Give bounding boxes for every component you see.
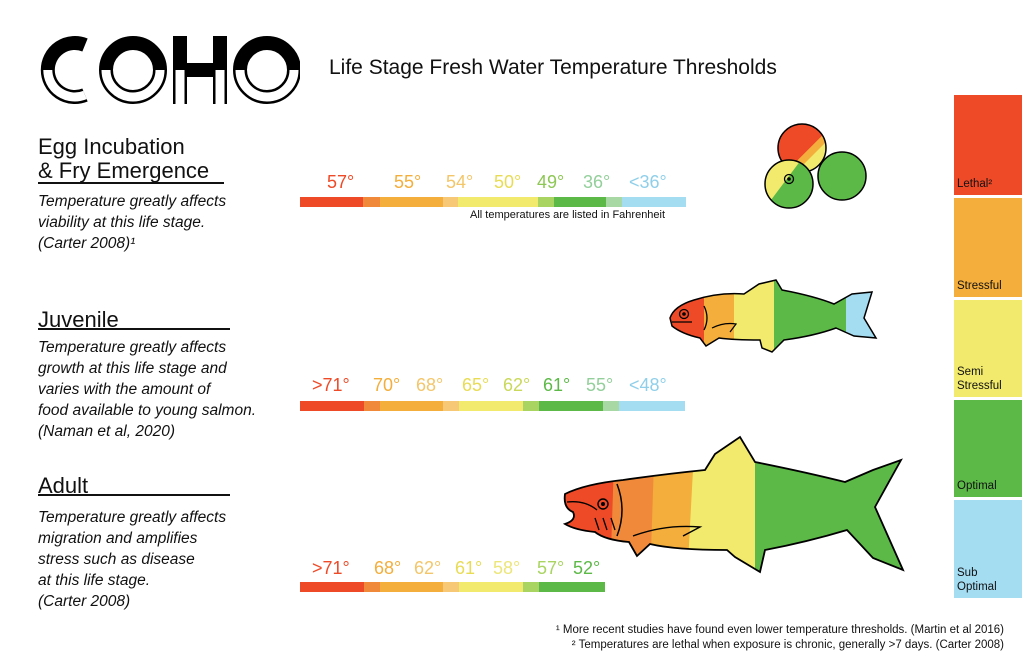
desc-line: (Carter 2008) — [38, 593, 131, 610]
desc-line: varies with the amount of — [38, 381, 211, 398]
temp-label: 55° — [394, 172, 422, 192]
bar-segment-semi-stressful — [458, 197, 538, 207]
juvenile-threshold-bar — [300, 401, 685, 411]
temp-label: 65° — [462, 375, 490, 395]
temp-label: 55° — [586, 375, 614, 395]
legend-label-line: Sub — [957, 567, 978, 579]
bar-segment-transition — [364, 582, 380, 592]
desc-line: at this life stage. — [38, 572, 151, 589]
desc-line: migration and amplifies — [38, 530, 198, 547]
desc-line: Temperature greatly affects — [38, 509, 227, 526]
juvenile-title: Juvenile — [38, 307, 119, 332]
temp-label: 68° — [374, 558, 402, 578]
desc-line: viability at this life stage. — [38, 214, 206, 231]
egg-threshold-bar — [300, 197, 686, 207]
legend-label: Sub Optimal — [957, 566, 997, 594]
bar-segment-transition — [523, 582, 539, 592]
legend-sub-optimal: Sub Optimal — [954, 500, 1022, 598]
temp-label: 62° — [414, 558, 442, 578]
temp-label: <48° — [629, 375, 667, 395]
salmon-eggs-illustration — [764, 123, 867, 209]
legend-label: Lethal² — [957, 178, 993, 190]
temp-label: 61° — [543, 375, 571, 395]
temp-label: 49° — [537, 172, 565, 192]
adult-salmon-illustration — [562, 435, 905, 574]
footnote-1: ¹ More recent studies have found even lo… — [555, 624, 1004, 636]
adult-temp-labels: >71° 68° 62° 61° 58° 57° 52° — [0, 558, 700, 580]
temp-label: 68° — [416, 375, 444, 395]
desc-line: (Naman et al, 2020) — [38, 423, 175, 440]
legend-semi-stressful: Semi Stressful — [954, 300, 1022, 397]
adult-threshold-bar — [300, 582, 605, 592]
bar-segment-lethal — [300, 197, 363, 207]
temp-label: 50° — [494, 172, 522, 192]
bar-segment-stressful — [380, 197, 443, 207]
egg-temp-labels: 57° 55° 54° 50° 49° 36° <36° — [0, 172, 700, 194]
adult-title: Adult — [38, 473, 89, 498]
legend-lethal: Lethal² — [954, 95, 1022, 195]
coho-logo — [40, 36, 300, 104]
desc-line: food available to young salmon. — [38, 402, 257, 419]
bar-segment-optimal — [554, 197, 606, 207]
temp-label: 58° — [493, 558, 521, 578]
bar-segment-optimal — [539, 582, 605, 592]
fahrenheit-note: All temperatures are listed in Fahrenhei… — [470, 209, 666, 221]
legend-label-line: Semi — [957, 366, 984, 378]
egg-title-line1: Egg Incubation — [38, 134, 185, 159]
bar-segment-lethal — [300, 582, 364, 592]
temp-label: 62° — [503, 375, 531, 395]
bar-segment-semi-stressful — [459, 582, 523, 592]
juvenile-description: Temperature greatly affects growth at th… — [38, 337, 256, 442]
bar-segment-sub-optimal — [619, 401, 685, 411]
temp-label: 70° — [373, 375, 401, 395]
footnote-2: ² Temperatures are lethal when exposure … — [571, 639, 1004, 651]
desc-line: (Carter 2008)¹ — [38, 235, 136, 252]
desc-line: Temperature greatly affects — [38, 339, 227, 356]
bar-segment-semi-stressful — [459, 401, 523, 411]
temp-label: 57° — [537, 558, 565, 578]
bar-segment-transition — [443, 582, 459, 592]
legend-stressful: Stressful — [954, 198, 1022, 297]
adult-title-underline — [38, 494, 230, 496]
legend-label: Semi Stressful — [957, 365, 1002, 393]
bar-segment-stressful — [380, 401, 443, 411]
legend-label: Stressful — [957, 280, 1002, 292]
bar-segment-transition — [443, 197, 458, 207]
temp-label: 57° — [327, 172, 355, 192]
bar-segment-sub-optimal — [622, 197, 686, 207]
bar-segment-transition — [606, 197, 622, 207]
temp-label: >71° — [312, 375, 350, 395]
legend-optimal: Optimal — [954, 400, 1022, 497]
legend-label-line: Optimal — [957, 581, 997, 593]
temp-label: 54° — [446, 172, 474, 192]
bar-segment-transition — [363, 197, 380, 207]
bar-segment-transition — [603, 401, 619, 411]
page-subtitle: Life Stage Fresh Water Temperature Thres… — [329, 56, 777, 79]
desc-line: growth at this life stage and — [38, 360, 227, 377]
egg-title-underline — [38, 182, 224, 184]
legend-label: Optimal — [957, 480, 997, 492]
desc-line: stress such as disease — [38, 551, 195, 568]
juvenile-salmon-illustration — [669, 279, 878, 353]
temp-label: 61° — [455, 558, 483, 578]
adult-description: Temperature greatly affects migration an… — [38, 507, 226, 612]
bar-segment-transition — [523, 401, 539, 411]
temp-label: 52° — [573, 558, 601, 578]
legend-label-line: Stressful — [957, 380, 1002, 392]
bar-segment-transition — [364, 401, 380, 411]
bar-segment-lethal — [300, 401, 364, 411]
desc-line: Temperature greatly affects — [38, 193, 227, 210]
juvenile-title-underline — [38, 328, 230, 330]
bar-segment-optimal — [539, 401, 603, 411]
bar-segment-stressful — [380, 582, 443, 592]
egg-title-line2: & Fry Emergence — [38, 158, 210, 183]
temp-label: >71° — [312, 558, 350, 578]
temp-label: 36° — [583, 172, 611, 192]
juvenile-temp-labels: >71° 70° 68° 65° 62° 61° 55° <48° — [0, 375, 700, 397]
bar-segment-transition — [443, 401, 459, 411]
bar-segment-transition — [538, 197, 554, 207]
temp-label: <36° — [629, 172, 667, 192]
egg-description: Temperature greatly affects viability at… — [38, 191, 226, 254]
